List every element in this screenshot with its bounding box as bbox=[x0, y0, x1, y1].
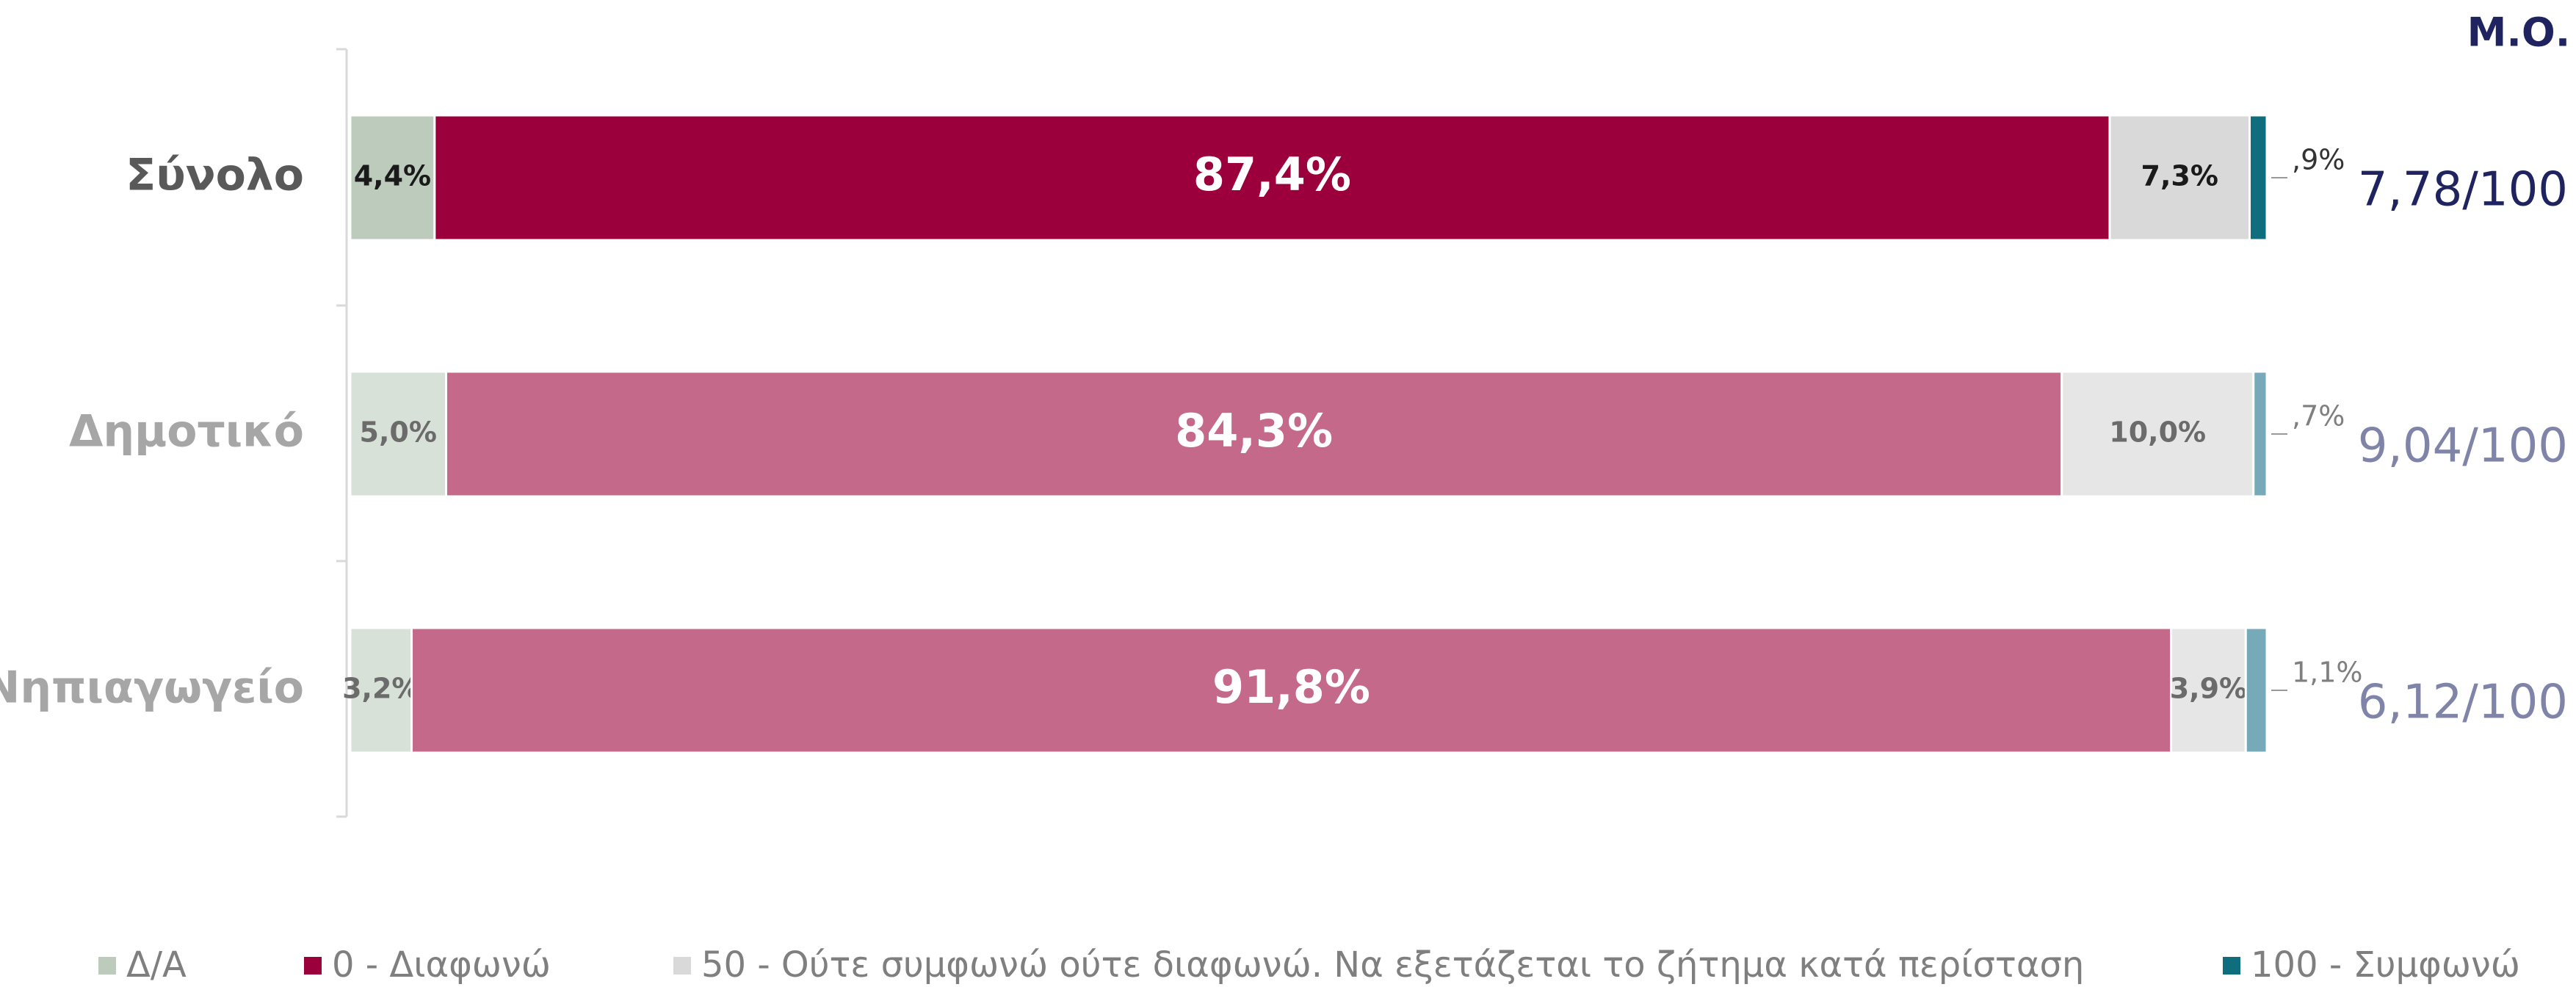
value-label: ,7% bbox=[2292, 400, 2345, 433]
bar-segment bbox=[349, 370, 447, 498]
value-label: 5,0% bbox=[360, 416, 437, 449]
value-label: 84,3% bbox=[1175, 404, 1333, 458]
legend-label: 50 - Ούτε συμφωνώ ούτε διαφωνώ. Να εξετά… bbox=[701, 944, 2084, 986]
bar-segment bbox=[2248, 114, 2268, 242]
legend-marker bbox=[304, 957, 322, 975]
value-label: 91,8% bbox=[1212, 660, 1370, 714]
bar-segment bbox=[2252, 370, 2268, 498]
bar-segment bbox=[2244, 626, 2268, 754]
category-label: Σύνολο bbox=[126, 150, 304, 201]
value-label: 3,9% bbox=[2170, 673, 2247, 705]
category-label: Δημοτικό bbox=[69, 406, 304, 458]
bar-segment bbox=[349, 114, 436, 242]
mean-label: 7,78/100 bbox=[2358, 163, 2568, 217]
bar-segment bbox=[410, 626, 2172, 754]
legend-marker bbox=[98, 957, 116, 975]
legend-marker bbox=[2223, 957, 2240, 975]
bar-segment bbox=[433, 114, 2111, 242]
value-label: 3,2% bbox=[342, 673, 419, 705]
bar-segment bbox=[2061, 370, 2255, 498]
legend-marker bbox=[673, 957, 691, 975]
value-label: 4,4% bbox=[354, 160, 431, 192]
mean-label: 9,04/100 bbox=[2358, 419, 2568, 474]
legend-label: 0 - Διαφωνώ bbox=[332, 944, 551, 986]
mean-label: 6,12/100 bbox=[2358, 676, 2568, 730]
mean-title: Μ.Ο. bbox=[2467, 10, 2571, 56]
bar-segment bbox=[445, 370, 2063, 498]
bar-segment bbox=[2170, 626, 2247, 754]
value-label: 10,0% bbox=[2109, 416, 2206, 449]
value-label: 1,1% bbox=[2292, 657, 2363, 689]
legend-label: 100 - Συμφωνώ bbox=[2251, 944, 2520, 986]
value-label: ,9% bbox=[2292, 144, 2345, 176]
legend-label: Δ/Α bbox=[126, 944, 187, 986]
value-label: 87,4% bbox=[1193, 148, 1351, 201]
category-label: Νηπιαγωγείο bbox=[0, 662, 304, 714]
bar-segment bbox=[2108, 114, 2251, 242]
value-label: 7,3% bbox=[2141, 160, 2218, 192]
